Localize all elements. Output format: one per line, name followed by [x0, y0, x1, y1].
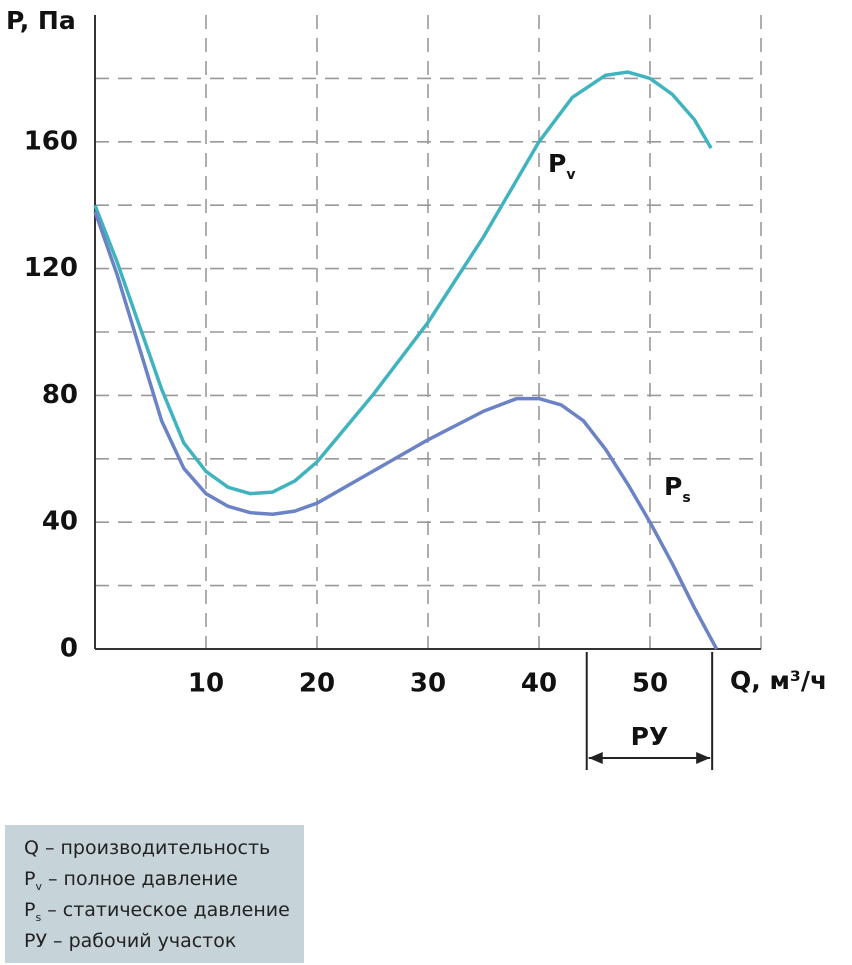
y-tick-label: 0 [60, 634, 78, 664]
data-line [93, 70, 713, 496]
y-tick-label: 120 [24, 253, 78, 283]
legend-sub: v [35, 880, 42, 893]
legend-item: РУ – рабочий участок [24, 930, 236, 952]
x-tick-label: 50 [632, 669, 668, 699]
series-sub: v [566, 167, 575, 183]
legend-term: Q [24, 837, 39, 859]
y-tick-label: 80 [42, 380, 78, 410]
legend-term: P [24, 868, 35, 890]
legend-item: Pv – полное давление [24, 868, 238, 894]
y-tick-label: 160 [24, 126, 78, 156]
legend-item: Ps – статическое давление [24, 899, 290, 925]
x-tick-label: 10 [188, 669, 224, 699]
legend-text: – полное давление [48, 868, 238, 890]
legend-box [5, 825, 304, 963]
arrow-head [588, 752, 711, 764]
x-axis-label: Q, м³/ч [730, 666, 827, 695]
x-tick-label: 40 [521, 669, 557, 699]
series-label: Pv [548, 149, 575, 183]
series-name: P [664, 472, 682, 501]
series-label: Ps [664, 472, 691, 506]
legend-text: – рабочий участок [53, 930, 236, 952]
y-axis-label: P, Па [6, 6, 76, 35]
data-line [93, 210, 719, 650]
range-label: РУ [631, 722, 669, 751]
legend-sub: s [35, 911, 41, 924]
legend-term: P [24, 899, 35, 921]
x-tick-label: 20 [299, 669, 335, 699]
legend-text: – статическое давление [47, 899, 290, 921]
x-tick-label: 30 [410, 669, 446, 699]
legend-term: РУ [24, 930, 47, 952]
series-sub: s [682, 490, 690, 506]
legend-item: Q – производительность [24, 837, 270, 859]
y-tick-label: 40 [42, 507, 78, 537]
legend-text: – производительность [45, 837, 270, 859]
series-name: P [548, 149, 566, 178]
